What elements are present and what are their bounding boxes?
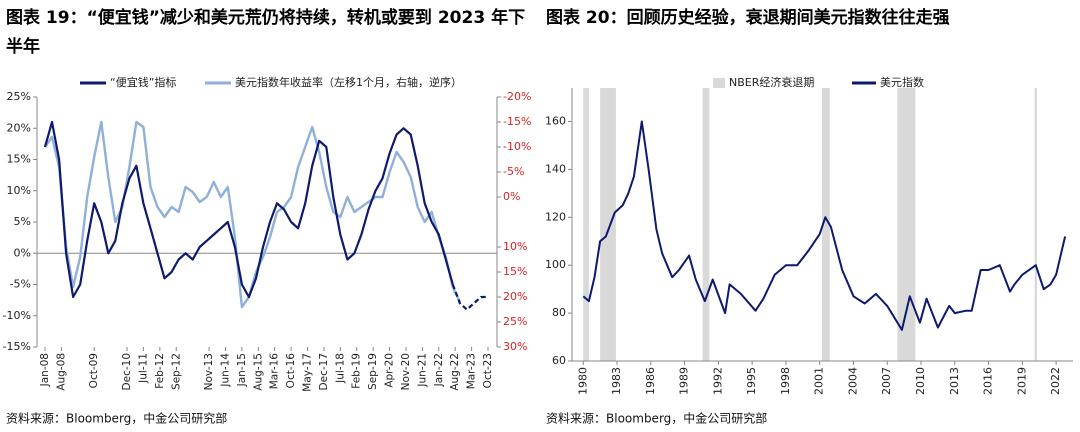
recession-band	[821, 88, 830, 361]
y2-tick-label: 25%	[503, 315, 527, 328]
x-tick-label: Apr-20	[384, 353, 396, 388]
x-tick-label: Jun-14	[219, 353, 231, 388]
data-line	[451, 284, 488, 311]
y-tick-label: 15%	[7, 153, 31, 166]
x-tick-label: May-17	[302, 353, 314, 392]
x-tick-label: Jan-15	[236, 353, 248, 387]
data-line	[44, 120, 461, 309]
y2-tick-label: 20%	[503, 290, 527, 303]
y2-tick-label: -15%	[503, 115, 531, 128]
y-tick-label: 160	[545, 115, 566, 128]
x-tick-label: Oct-16	[285, 353, 297, 389]
recession-band	[1034, 88, 1037, 361]
y2-tick-label: 0%	[503, 190, 520, 203]
x-tick-label: Aug-22	[449, 353, 461, 391]
x-tick-label: 2007	[880, 367, 893, 395]
y-tick-label: 80	[552, 306, 566, 319]
x-tick-label: Jan-22	[433, 353, 445, 387]
x-tick-label: 1980	[576, 367, 589, 395]
x-tick-label: Jan-08	[39, 353, 51, 387]
x-tick-label: Dec-10	[121, 353, 133, 390]
legend-label: 美元指数	[880, 75, 924, 89]
y-tick-label: 100	[545, 258, 566, 271]
x-tick-label: Sep-12	[170, 353, 182, 390]
y-tick-label: -5%	[10, 278, 31, 291]
x-tick-label: Nov-20	[400, 353, 412, 390]
y2-tick-label: -5%	[503, 165, 524, 178]
x-tick-label: 1998	[779, 367, 792, 395]
x-tick-label: 2004	[846, 367, 859, 395]
x-tick-label: 1986	[644, 367, 657, 395]
x-tick-label: 2010	[914, 367, 927, 395]
x-tick-label: Sep-19	[367, 353, 379, 390]
data-line	[582, 120, 1067, 331]
y-tick-label: -15%	[3, 340, 31, 353]
legend-label: “便宜钱”指标	[110, 75, 176, 89]
x-tick-label: 1992	[711, 367, 724, 395]
x-tick-label: 2022	[1049, 367, 1062, 395]
y2-tick-label: 30%	[503, 340, 527, 353]
y-tick-label: 140	[545, 162, 566, 175]
recession-band	[897, 88, 916, 361]
legend-label: 美元指数年收益率（左移1个月，右轴，逆序）	[235, 75, 462, 89]
x-tick-label: 1989	[678, 367, 691, 395]
x-tick-label: Oct-23	[482, 353, 494, 388]
y2-tick-label: 15%	[503, 265, 527, 278]
y-tick-label: -10%	[3, 309, 31, 322]
x-tick-label: Jun-21	[416, 353, 428, 388]
y-tick-label: 0%	[14, 246, 31, 259]
recession-band	[702, 88, 710, 361]
x-tick-label: Nov-13	[203, 353, 215, 390]
x-tick-label: Dec-17	[318, 353, 330, 390]
x-tick-label: Feb-19	[351, 353, 363, 389]
x-tick-label: Jul-11	[137, 353, 149, 384]
x-tick-label: 1983	[610, 367, 623, 395]
chart-title: 图表 19：“便宜钱”减少和美元荒仍将持续，转机或要到 2023 年下半年	[6, 8, 526, 57]
source-note: 资料来源：Bloomberg，中金公司研究部	[546, 411, 767, 426]
data-line	[43, 120, 454, 299]
x-tick-label: Jul-18	[334, 353, 346, 384]
y-tick-label: 25%	[7, 90, 31, 103]
x-tick-label: Mar-23	[466, 353, 478, 389]
y-tick-label: 10%	[7, 184, 31, 197]
legend-swatch	[713, 78, 725, 88]
x-tick-label: Aug-08	[55, 353, 67, 391]
x-tick-label: 2019	[1015, 367, 1028, 395]
y-tick-label: 120	[545, 210, 566, 223]
x-tick-label: Oct-09	[88, 353, 100, 388]
y2-tick-label: -20%	[503, 90, 531, 103]
x-tick-label: Aug-15	[252, 353, 264, 391]
x-tick-label: 1995	[745, 367, 758, 395]
legend-label: NBER经济衰退期	[729, 75, 814, 89]
y-tick-label: 60	[552, 354, 566, 367]
x-tick-label: 2013	[948, 367, 961, 395]
y-tick-label: 20%	[7, 121, 31, 134]
y-tick-label: 5%	[14, 215, 31, 228]
recession-band	[583, 88, 589, 361]
recession-band	[600, 88, 616, 361]
x-tick-label: 2001	[813, 367, 826, 395]
y2-tick-label: 10%	[503, 240, 527, 253]
source-note: 资料来源：Bloomberg，中金公司研究部	[6, 411, 227, 426]
x-tick-label: 2016	[982, 367, 995, 395]
chart-title: 图表 20：回顾历史经验，衰退期间美元指数往往走强	[546, 8, 950, 28]
y2-tick-label: -10%	[503, 140, 531, 153]
x-tick-label: Feb-12	[154, 353, 166, 389]
x-tick-label: Mar-16	[269, 353, 281, 390]
